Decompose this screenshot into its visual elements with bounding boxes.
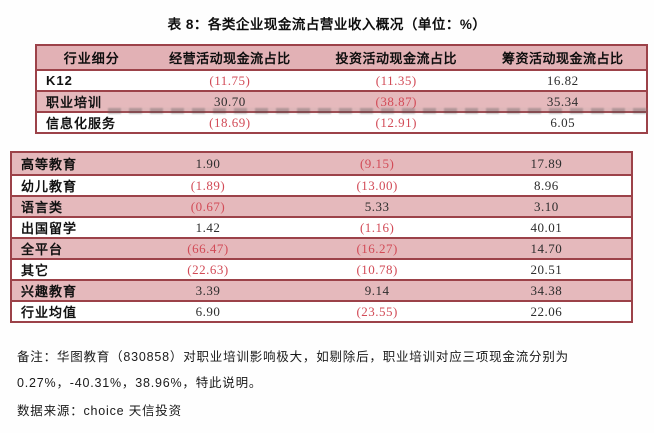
header-operating-cashflow: 经营活动现金流占比 bbox=[169, 51, 291, 66]
cell-value: (0.67) bbox=[190, 198, 226, 214]
row-label: 幼儿教育 bbox=[21, 179, 78, 194]
cell-value: (12.91) bbox=[375, 114, 417, 130]
cell-value: 30.70 bbox=[213, 93, 246, 109]
table-row: 出国留学 1.42 (1.16) 40.01 bbox=[12, 216, 631, 237]
table-row: 兴趣教育 3.39 9.14 34.38 bbox=[12, 279, 631, 300]
row-label: 信息化服务 bbox=[46, 116, 117, 131]
table-row: 职业培训 30.70 (38.87) 35.34 bbox=[37, 90, 646, 111]
cell-value: (66.47) bbox=[187, 240, 229, 256]
header-financing-cashflow: 筹资活动现金流占比 bbox=[501, 51, 624, 66]
cell-value: (9.15) bbox=[359, 155, 395, 171]
row-label: 高等教育 bbox=[21, 157, 78, 172]
cell-value: 40.01 bbox=[530, 219, 563, 235]
cashflow-table-block2: 高等教育 1.90 (9.15) 17.89 幼儿教育 (1.89) (13.00) 8.96… bbox=[10, 151, 633, 323]
row-label: 全平台 bbox=[21, 242, 64, 257]
cell-value: (16.27) bbox=[356, 240, 398, 256]
cell-value: 1.42 bbox=[195, 219, 221, 235]
cell-value: 3.39 bbox=[195, 282, 221, 298]
row-label: 其它 bbox=[21, 263, 50, 278]
row-label: 出国留学 bbox=[21, 221, 78, 236]
table-row: 其它 (22.63) (10.78) 20.51 bbox=[12, 258, 631, 279]
row-label: K12 bbox=[46, 73, 73, 88]
header-investing-cashflow: 投资活动现金流占比 bbox=[335, 51, 458, 66]
table-title: 表 8：各类企业现金流占营业收入概况（单位：%） bbox=[167, 17, 487, 32]
cell-value: 9.14 bbox=[364, 282, 390, 298]
cell-value: 6.05 bbox=[550, 114, 576, 130]
cell-value: 14.70 bbox=[530, 240, 563, 256]
note-line2: 0.27%，-40.31%，38.96%，特此说明。 bbox=[17, 376, 263, 390]
table-row: 高等教育 1.90 (9.15) 17.89 bbox=[12, 153, 631, 174]
cell-value: 5.33 bbox=[364, 198, 390, 214]
cell-value: (18.69) bbox=[209, 114, 251, 130]
cell-value: 8.96 bbox=[533, 177, 559, 193]
cell-value: 17.89 bbox=[530, 155, 563, 171]
cell-value: 35.34 bbox=[546, 93, 579, 109]
table-row: 幼儿教育 (1.89) (13.00) 8.96 bbox=[12, 174, 631, 195]
row-label: 兴趣教育 bbox=[21, 284, 78, 299]
cell-value: 20.51 bbox=[530, 261, 563, 277]
row-label: 职业培训 bbox=[46, 95, 103, 110]
cell-value: (11.75) bbox=[209, 72, 251, 88]
table-row: 全平台 (66.47) (16.27) 14.70 bbox=[12, 237, 631, 258]
cell-value: (10.78) bbox=[356, 261, 398, 277]
header-industry-segment: 行业细分 bbox=[63, 51, 120, 66]
cell-value: (23.55) bbox=[356, 303, 398, 319]
data-source: 数据来源：choice 天信投资 bbox=[17, 404, 182, 418]
cell-value: (38.87) bbox=[375, 93, 417, 109]
table-row: 信息化服务 (18.69) (12.91) 6.05 bbox=[37, 111, 646, 132]
cell-value: 3.10 bbox=[533, 198, 559, 214]
cell-value: 22.06 bbox=[530, 303, 563, 319]
cell-value: (1.89) bbox=[190, 177, 226, 193]
cell-value: 34.38 bbox=[530, 282, 563, 298]
table-row: 行业均值 6.90 (23.55) 22.06 bbox=[12, 300, 631, 321]
cashflow-table-block1: 行业细分 经营活动现金流占比 投资活动现金流占比 筹资活动现金流占比 K12 (1… bbox=[35, 44, 648, 134]
row-label: 行业均值 bbox=[21, 305, 78, 320]
cell-value: (22.63) bbox=[187, 261, 229, 277]
cell-value: (1.16) bbox=[359, 219, 395, 235]
cell-value: (11.35) bbox=[375, 72, 417, 88]
table-row: K12 (11.75) (11.35) 16.82 bbox=[37, 69, 646, 90]
row-label: 语言类 bbox=[21, 200, 64, 215]
note-line1: 备注：华图教育（830858）对职业培训影响极大，如剔除后，职业培训对应三项现金… bbox=[17, 350, 569, 364]
cell-value: 1.90 bbox=[195, 155, 221, 171]
cell-value: (13.00) bbox=[356, 177, 398, 193]
table-header-row: 行业细分 经营活动现金流占比 投资活动现金流占比 筹资活动现金流占比 bbox=[37, 46, 646, 69]
cell-value: 16.82 bbox=[546, 72, 579, 88]
table-row: 语言类 (0.67) 5.33 3.10 bbox=[12, 195, 631, 216]
cell-value: 6.90 bbox=[195, 303, 221, 319]
